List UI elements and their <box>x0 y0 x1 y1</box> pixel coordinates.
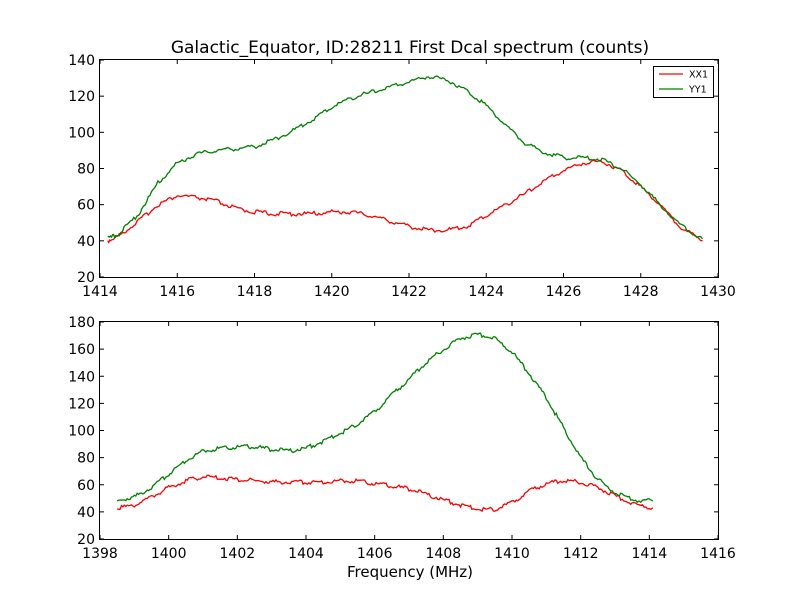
bottom-y-tick-label: 120 <box>68 396 95 412</box>
bottom-y-tick-label: 60 <box>77 478 95 494</box>
top-y-tick-label: 140 <box>68 53 95 69</box>
bottom-x-tick-label: 1400 <box>151 546 187 562</box>
chart-title: Galactic_Equator, ID:28211 First Dcal sp… <box>171 38 649 58</box>
bottom-x-tick-label: 1412 <box>563 546 599 562</box>
top-series-line-yy1 <box>107 75 704 240</box>
top-x-tick-label: 1426 <box>546 284 582 300</box>
bottom-x-tick-label: 1398 <box>82 546 118 562</box>
bottom-y-tick-label: 100 <box>68 424 95 440</box>
bottom-y-tick-label: 140 <box>68 369 95 385</box>
top-panel: 1414 1416 1418 1420 1422 1424 1426 1428 1430 20 40… <box>68 53 736 300</box>
legend: XX1 YY1 <box>653 66 714 98</box>
bottom-y-tick-label: 80 <box>77 451 95 467</box>
bottom-x-tick-label: 1406 <box>357 546 393 562</box>
bottom-series-line-yy1 <box>116 332 654 504</box>
top-x-tick-label: 1430 <box>700 284 736 300</box>
bottom-x-tick-label: 1414 <box>632 546 668 562</box>
top-x-tick-label: 1422 <box>391 284 427 300</box>
bottom-y-tick-label: 20 <box>77 532 95 548</box>
top-x-tick-label: 1424 <box>468 284 504 300</box>
top-series-line-xx1 <box>107 159 703 244</box>
bottom-series-line-xx1 <box>116 474 654 513</box>
top-y-tick-label: 80 <box>77 162 95 178</box>
top-x-tick-label: 1414 <box>82 284 118 300</box>
bottom-y-tick-label: 40 <box>77 505 95 521</box>
bottom-x-tick-label: 1408 <box>426 546 462 562</box>
bottom-x-tick-label: 1404 <box>288 546 324 562</box>
bottom-x-tick-label: 1416 <box>700 546 736 562</box>
bottom-y-tick-label: 180 <box>68 315 95 331</box>
x-axis-label: Frequency (MHz) <box>347 563 473 581</box>
top-y-tick-label: 20 <box>77 270 95 286</box>
legend-box <box>653 66 714 98</box>
top-x-tick-label: 1428 <box>623 284 659 300</box>
top-y-tick-label: 60 <box>77 198 95 214</box>
top-x-tick-label: 1420 <box>314 284 350 300</box>
bottom-plot-frame <box>99 321 719 540</box>
legend-label-yy1: YY1 <box>688 85 707 96</box>
top-x-tick-label: 1418 <box>237 284 273 300</box>
bottom-panel: 1398 1400 1402 1404 1406 1408 1410 1412 1414 1416… <box>68 315 736 581</box>
top-plot-frame <box>99 59 719 278</box>
bottom-x-tick-label: 1402 <box>220 546 256 562</box>
top-y-tick-label: 120 <box>68 89 95 105</box>
top-x-tick-label: 1416 <box>159 284 195 300</box>
top-y-tick-label: 100 <box>68 125 95 141</box>
legend-label-xx1: XX1 <box>689 70 708 81</box>
bottom-x-tick-label: 1410 <box>494 546 530 562</box>
bottom-y-tick-label: 160 <box>68 342 95 358</box>
top-y-tick-label: 40 <box>77 234 95 250</box>
